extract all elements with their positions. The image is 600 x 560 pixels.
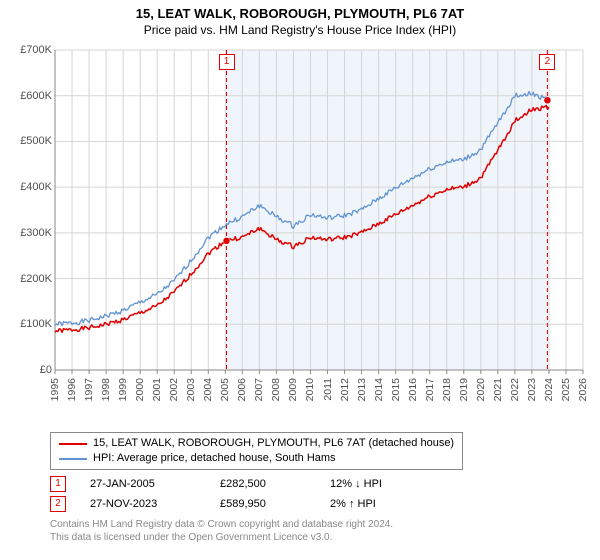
x-tick-label: 2000 [134,378,146,401]
x-tick-label: 2018 [441,378,453,401]
x-tick-label: 2013 [356,378,368,401]
x-tick-label: 2025 [560,378,572,401]
legend: 15, LEAT WALK, ROBOROUGH, PLYMOUTH, PL6 … [50,432,463,470]
footer-line-1: Contains HM Land Registry data © Crown c… [50,518,393,531]
x-tick-label: 2014 [373,378,385,401]
chart: £0 £100K £200K £300K £400K £500K £600K £700K 19… [0,44,600,424]
y-tick-label: £600K [6,90,52,102]
transaction-row: 2 27-NOV-2023 £589,950 2% ↑ HPI [50,494,440,514]
transaction-marker-2: 2 [50,496,66,512]
chart-svg [0,44,600,424]
x-tick-label: 2004 [202,378,214,401]
title-main: 15, LEAT WALK, ROBOROUGH, PLYMOUTH, PL6 … [0,6,600,21]
x-tick-label: 2012 [339,378,351,401]
footer: Contains HM Land Registry data © Crown c… [50,518,393,544]
transaction-marker-1: 1 [50,476,66,492]
x-tick-label: 2026 [577,378,589,401]
transaction-price: £282,500 [220,478,330,490]
transaction-price: £589,950 [220,498,330,510]
x-tick-label: 2022 [509,378,521,401]
y-tick-label: £400K [6,181,52,193]
x-tick-label: 2015 [390,378,402,401]
x-tick-label: 2005 [219,378,231,401]
x-tick-label: 2019 [458,378,470,401]
x-tick-label: 2002 [168,378,180,401]
x-tick-label: 1999 [117,378,129,401]
x-tick-label: 2008 [270,378,282,401]
x-tick-label: 2021 [492,378,504,401]
legend-swatch-property [59,443,87,445]
x-tick-label: 2020 [475,378,487,401]
footer-line-2: This data is licensed under the Open Gov… [50,531,393,544]
y-tick-label: £700K [6,44,52,56]
x-tick-label: 2017 [424,378,436,401]
transaction-delta: 12% ↓ HPI [330,478,440,490]
transaction-delta: 2% ↑ HPI [330,498,440,510]
x-tick-label: 1997 [83,378,95,401]
x-tick-label: 1998 [100,378,112,401]
x-tick-label: 2006 [236,378,248,401]
transaction-row: 1 27-JAN-2005 £282,500 12% ↓ HPI [50,474,440,494]
chart-marker-1: 1 [219,54,235,70]
y-tick-label: £0 [6,364,52,376]
x-tick-label: 2009 [287,378,299,401]
legend-row-hpi: HPI: Average price, detached house, Sout… [59,451,454,466]
x-tick-label: 2003 [185,378,197,401]
x-tick-label: 2016 [407,378,419,401]
transaction-date: 27-NOV-2023 [90,498,220,510]
transactions-table: 1 27-JAN-2005 £282,500 12% ↓ HPI 2 27-NO… [50,474,440,514]
chart-marker-2: 2 [539,54,555,70]
y-tick-label: £300K [6,227,52,239]
transaction-date: 27-JAN-2005 [90,478,220,490]
legend-label-hpi: HPI: Average price, detached house, Sout… [93,451,336,466]
legend-label-property: 15, LEAT WALK, ROBOROUGH, PLYMOUTH, PL6 … [93,436,454,451]
x-tick-label: 2001 [151,378,163,401]
x-tick-label: 2010 [304,378,316,401]
y-tick-label: £100K [6,318,52,330]
x-tick-label: 2011 [322,378,334,401]
x-tick-label: 2023 [526,378,538,401]
x-tick-label: 1995 [49,378,61,401]
x-tick-label: 2007 [253,378,265,401]
y-tick-label: £200K [6,273,52,285]
x-tick-label: 1996 [66,378,78,401]
legend-row-property: 15, LEAT WALK, ROBOROUGH, PLYMOUTH, PL6 … [59,436,454,451]
legend-swatch-hpi [59,458,87,460]
y-tick-label: £500K [6,135,52,147]
title-sub: Price paid vs. HM Land Registry's House … [0,23,600,37]
x-tick-label: 2024 [543,378,555,401]
